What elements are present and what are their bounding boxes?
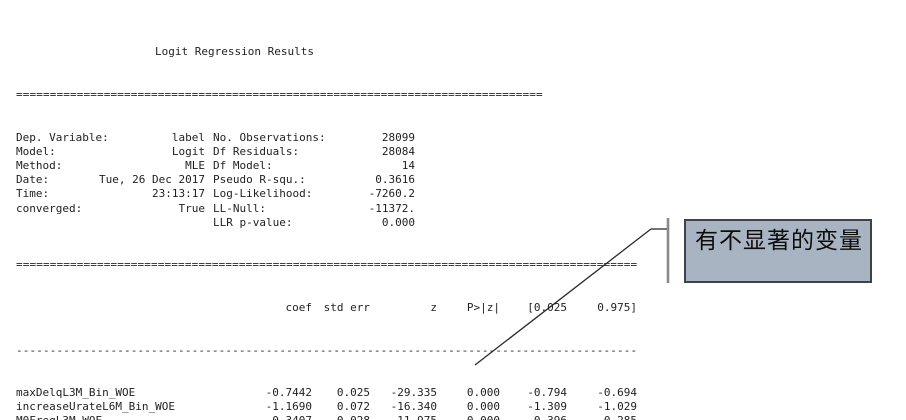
summary-label: No. Observations: — [213, 130, 326, 144]
summary-label: Pseudo R-squ.: — [213, 173, 306, 187]
summary-section: Dep. Variable: label No. Observations: 2809… — [16, 131, 656, 230]
summary-value: 14 — [401, 158, 415, 172]
summary-label: converged: — [16, 201, 83, 215]
summary-value: MLE — [185, 158, 205, 172]
regression-report: Logit Regression Results ===============… — [16, 17, 656, 420]
report-title: Logit Regression Results — [155, 45, 314, 59]
summary-value: Tue, 26 Dec 2017 — [99, 173, 205, 187]
summary-row: LLR p-value: 0.000 — [16, 216, 656, 230]
summary-label: Date: — [16, 173, 50, 187]
coef-value-cell: -1.309 — [527, 400, 567, 414]
summary-value: label — [171, 130, 205, 144]
separator-header-dash: ----------------------------------------… — [16, 343, 638, 357]
coef-value-cell: -0.396 — [500, 414, 567, 420]
summary-row: Model: Logit Df Residuals: 28084 — [16, 145, 656, 159]
coef-value-cell: -29.335 — [390, 386, 437, 400]
summary-value: 28099 — [381, 130, 415, 144]
coef-header-cell: z — [430, 300, 437, 314]
summary-row: converged: True LL-Null: -11372. — [16, 202, 656, 216]
summary-row: Method: MLE Df Model: 14 — [16, 159, 656, 173]
summary-value: 28084 — [381, 144, 415, 158]
summary-label: Time: — [16, 187, 50, 201]
summary-label: Df Model: — [213, 158, 273, 172]
coef-value-cell: -1.029 — [597, 400, 637, 414]
coef-value-cell: 0.028 — [312, 414, 370, 420]
coef-value-cell: -0.285 — [567, 414, 637, 420]
summary-label: Dep. Variable: — [16, 130, 109, 144]
coef-header-cell: P>|z| — [466, 300, 500, 314]
summary-value: 0.3616 — [375, 173, 415, 187]
coef-value-cell: 0.072 — [336, 400, 370, 414]
summary-value: -11372. — [368, 201, 415, 215]
summary-value: True — [178, 201, 206, 215]
coef-header-cell: std err — [323, 300, 370, 314]
coef-value-cell: -0.794 — [527, 386, 567, 400]
summary-value: 23:13:17 — [152, 187, 205, 201]
coef-variable-name: increaseUrateL6M_Bin_WOE — [16, 400, 175, 414]
coef-row: maxDelqL3M_Bin_WOE -0.7442 0.025 -29.335 0.0… — [16, 386, 656, 400]
summary-value: -7260.2 — [368, 187, 415, 201]
separator-coef-top: ========================================… — [16, 258, 638, 272]
coef-table-body: maxDelqL3M_Bin_WOE -0.7442 0.025 -29.335 0.0… — [16, 386, 656, 420]
coef-row: M0FreqL3M_WOE-0.34070.028-11.9750.000-0.… — [16, 414, 656, 420]
summary-label: Df Residuals: — [213, 144, 300, 158]
coef-value-cell: -16.340 — [390, 400, 437, 414]
coef-header-cell: [0.025 — [527, 300, 567, 314]
annotation-box: 有不显著的变量 — [684, 219, 872, 283]
coef-value-cell: 0.025 — [336, 386, 370, 400]
coef-value-cell: 0.000 — [466, 400, 500, 414]
coef-value-cell: -0.7442 — [265, 386, 312, 400]
summary-label: Model: — [16, 144, 56, 158]
summary-label: Log-Likelihood: — [213, 187, 313, 201]
coef-table-header: coef std err z P>|z| [0.025 0.975] — [16, 301, 656, 315]
coef-value-cell: -0.694 — [597, 386, 637, 400]
coef-row: increaseUrateL6M_Bin_WOE -1.1690 0.072 -16.… — [16, 400, 656, 414]
coef-header-cell: 0.975] — [597, 300, 637, 314]
coef-variable-name: maxDelqL3M_Bin_WOE — [16, 386, 136, 400]
coef-value-cell: -0.3407 — [206, 414, 312, 420]
separator-top: ========================================… — [16, 88, 543, 101]
summary-label: LLR p-value: — [213, 215, 293, 229]
summary-row: Time: 23:13:17 Log-Likelihood: -7260.2 — [16, 187, 656, 201]
coef-value-cell: -11.975 — [370, 414, 437, 420]
coef-value-cell: 0.000 — [466, 386, 500, 400]
summary-row: Dep. Variable: label No. Observations: 2809… — [16, 131, 656, 145]
summary-label: Method: — [16, 158, 63, 172]
coef-header-cell: coef — [285, 300, 313, 314]
coef-value-cell: 0.000 — [437, 414, 500, 420]
coef-value-cell: -1.1690 — [265, 400, 312, 414]
summary-value: 0.000 — [381, 215, 415, 229]
summary-label: LL-Null: — [213, 201, 266, 215]
summary-row: Date: Tue, 26 Dec 2017 Pseudo R-squ.: 0.361… — [16, 173, 656, 187]
coef-variable-name: M0FreqL3M_WOE — [16, 414, 206, 420]
summary-value: Logit — [171, 144, 205, 158]
coef-header-cell — [16, 301, 206, 315]
